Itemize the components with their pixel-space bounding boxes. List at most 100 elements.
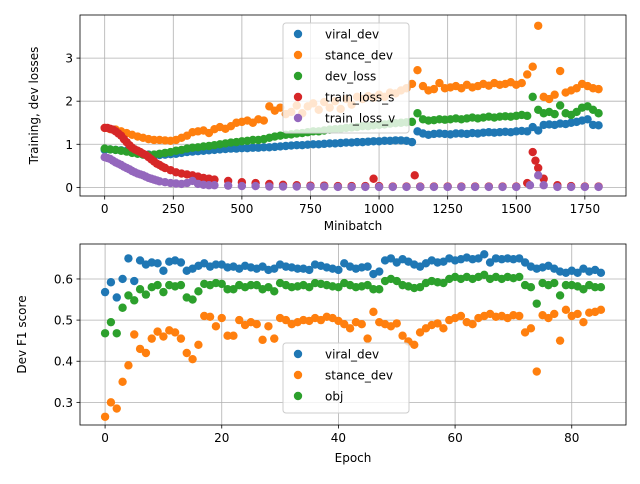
losses-point-train_loss_v xyxy=(457,182,466,192)
f1-series-viral_dev xyxy=(100,250,606,302)
f1-point-obj xyxy=(596,282,606,292)
f1-point-obj xyxy=(124,291,133,300)
f1-point-obj xyxy=(555,291,565,300)
f1-point-stance_dev xyxy=(532,367,541,376)
losses-legend-marker-stance_dev xyxy=(293,50,303,60)
f1-point-stance_dev xyxy=(147,334,156,343)
losses-point-stance_dev xyxy=(550,90,559,99)
f1-point-viral_dev xyxy=(112,293,121,302)
losses-point-dev_loss xyxy=(555,101,565,110)
f1-point-stance_dev xyxy=(415,328,425,337)
losses-y-tick-label: 1 xyxy=(65,138,73,152)
f1-point-stance_dev xyxy=(118,377,127,387)
f1-point-viral_dev xyxy=(153,259,162,268)
f1-axes-frame xyxy=(79,243,627,426)
losses-point-train_loss_v xyxy=(566,182,576,192)
f1-point-obj xyxy=(550,278,559,288)
losses-point-train_loss_v xyxy=(512,182,521,192)
losses-point-train_loss_v xyxy=(539,181,548,190)
losses-point-train_loss_v xyxy=(534,171,543,180)
f1-point-obj xyxy=(229,285,238,294)
f1-point-obj xyxy=(561,280,571,290)
f1-legend-label-obj: obj xyxy=(325,390,343,404)
losses-point-stance_dev xyxy=(413,65,422,75)
f1-point-viral_dev xyxy=(176,258,186,267)
f1-point-viral_dev xyxy=(485,258,495,267)
losses-point-train_loss_v xyxy=(594,182,603,192)
losses-point-viral_dev xyxy=(594,121,603,130)
f1-series-stance_dev xyxy=(100,305,606,421)
f1-point-stance_dev xyxy=(235,315,244,325)
losses-legend-marker-dev_loss xyxy=(293,71,303,81)
f1-point-obj xyxy=(579,285,588,294)
f1-legend-label-stance_dev: stance_dev xyxy=(325,369,393,383)
losses-y-axis-label: Training, dev losses xyxy=(27,47,41,166)
f1-point-obj xyxy=(153,280,162,290)
f1-x-tick-label: 80 xyxy=(564,431,579,445)
losses-point-train_loss_s xyxy=(369,174,378,183)
f1-point-viral_dev xyxy=(596,268,606,277)
losses-x-tick-label: 1500 xyxy=(501,202,532,216)
losses-point-viral_dev xyxy=(407,137,417,147)
losses-point-viral_dev xyxy=(534,126,543,135)
f1-point-viral_dev xyxy=(124,254,133,263)
losses-legend-marker-train_loss_v xyxy=(293,113,303,123)
losses-point-train_loss_v xyxy=(210,181,219,190)
f1-point-stance_dev xyxy=(433,319,442,328)
losses-series-train_loss_v xyxy=(100,153,603,192)
f1-y-tick-label: 0.3 xyxy=(54,396,73,410)
losses-legend-label-train_loss_v: train_loss_v xyxy=(325,112,395,126)
f1-point-obj xyxy=(130,296,139,305)
losses-legend-marker-viral_dev xyxy=(293,29,303,39)
losses-legend-label-viral_dev: viral_dev xyxy=(325,28,379,42)
f1-point-obj xyxy=(515,272,524,282)
f1-point-viral_dev xyxy=(305,265,314,275)
f1-point-stance_dev xyxy=(456,311,466,321)
f1-point-stance_dev xyxy=(515,311,524,321)
losses-axes-frame xyxy=(79,14,627,197)
losses-point-stance_dev xyxy=(407,79,417,89)
losses-y-tick-label: 3 xyxy=(65,52,73,66)
f1-point-stance_dev xyxy=(596,305,606,315)
f1-point-stance_dev xyxy=(153,327,162,336)
f1-point-stance_dev xyxy=(159,332,168,341)
f1-point-viral_dev xyxy=(480,250,489,259)
f1-point-obj xyxy=(415,282,425,292)
f1-point-stance_dev xyxy=(217,313,226,323)
f1-point-stance_dev xyxy=(520,328,530,337)
f1-point-obj xyxy=(217,279,226,289)
f1-point-stance_dev xyxy=(439,324,448,333)
f1-point-stance_dev xyxy=(345,324,355,333)
losses-legend-label-stance_dev: stance_dev xyxy=(325,49,393,63)
losses-point-train_loss_v xyxy=(223,181,233,190)
f1-point-stance_dev xyxy=(550,309,559,319)
losses-point-train_loss_s xyxy=(531,156,540,165)
f1-legend-marker-viral_dev xyxy=(293,349,303,359)
f1-point-obj xyxy=(176,280,186,290)
losses-y-tick-label: 0 xyxy=(65,181,73,195)
f1-point-obj xyxy=(363,280,372,290)
f1-point-stance_dev xyxy=(141,348,151,358)
f1-legend-box xyxy=(282,342,410,414)
f1-point-stance_dev xyxy=(270,334,279,343)
losses-point-dev_loss xyxy=(413,109,422,118)
losses-point-train_loss_v xyxy=(470,182,480,192)
f1-point-viral_dev xyxy=(135,256,145,265)
losses-point-train_loss_v xyxy=(251,181,260,191)
f1-point-stance_dev xyxy=(264,322,273,331)
f1-y-tick-label: 0.6 xyxy=(54,272,73,286)
f1-point-stance_dev xyxy=(561,305,571,315)
f1-point-stance_dev xyxy=(468,320,477,329)
f1-point-obj xyxy=(270,287,279,296)
losses-point-dev_loss xyxy=(407,117,417,127)
f1-point-stance_dev xyxy=(130,330,139,339)
losses-x-tick-label: 250 xyxy=(162,202,185,216)
losses-x-tick-label: 500 xyxy=(230,202,253,216)
f1-point-obj xyxy=(264,282,273,292)
losses-point-dev_loss xyxy=(523,111,532,121)
losses-x-tick-label: 1250 xyxy=(432,202,463,216)
f1-point-viral_dev xyxy=(293,264,302,273)
losses-point-train_loss_v xyxy=(278,182,288,191)
f1-series-obj xyxy=(100,270,606,338)
